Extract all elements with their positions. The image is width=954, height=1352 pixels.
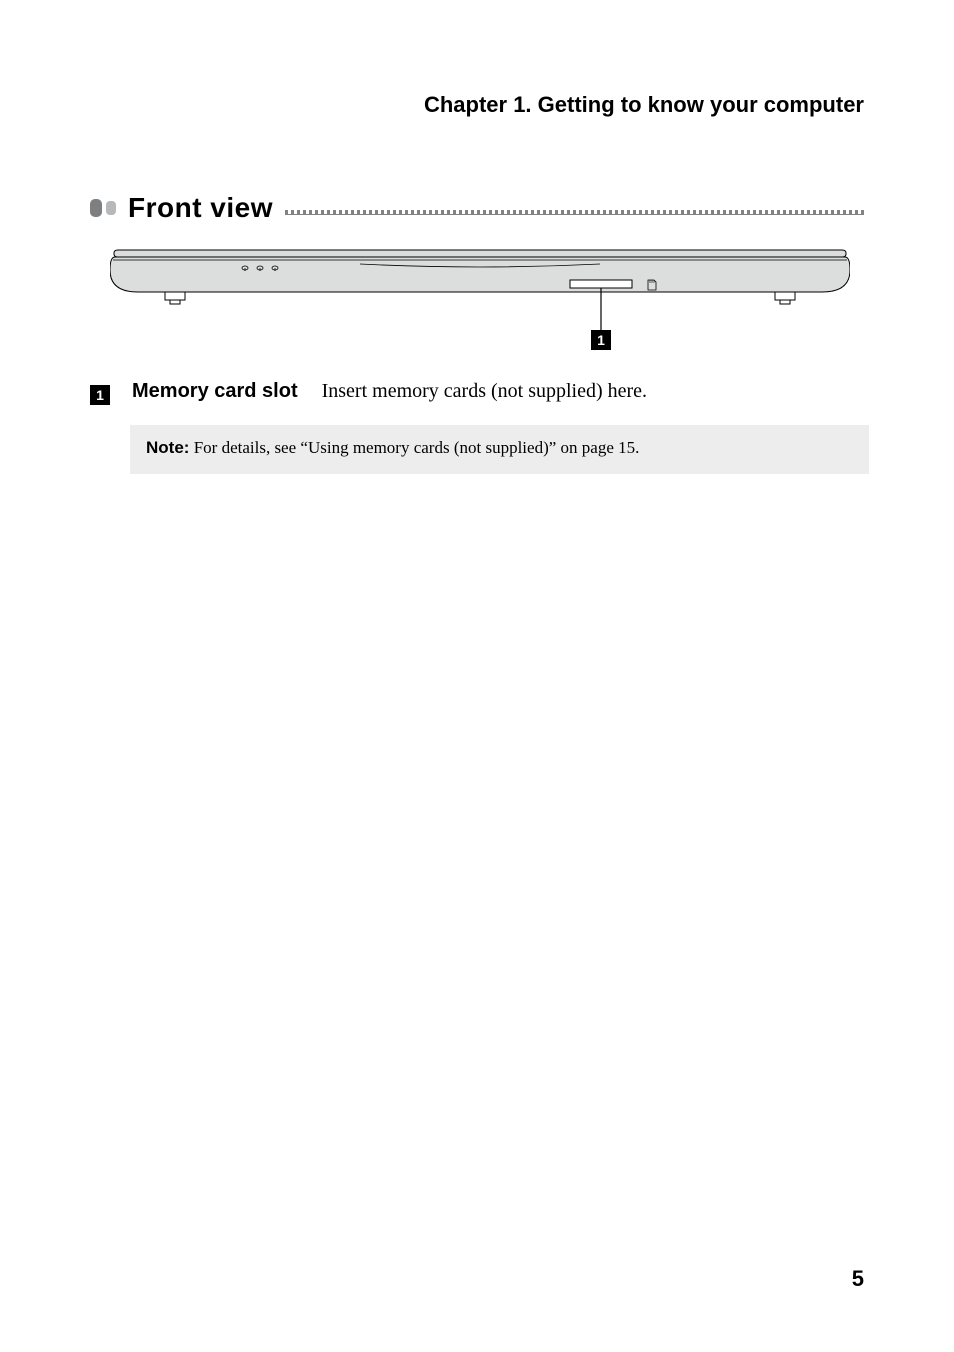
note-box: Note: For details, see “Using memory car… [130,425,869,474]
diagram-callout-number: 1 [597,332,605,348]
bullet-icon [106,201,116,215]
legend-callout-number: 1 [90,385,110,405]
heading-bullets [90,199,116,217]
chapter-header: Chapter 1. Getting to know your computer [0,92,864,118]
front-view-diagram: 1 [110,240,850,370]
legend-description: Insert memory cards (not supplied) here. [322,380,647,403]
legend-term: Memory card slot [132,380,298,403]
note-text: For details, see “Using memory cards (no… [194,438,640,457]
section-title: Front view [128,192,281,224]
section-heading-row: Front view [90,190,864,226]
manual-page: Chapter 1. Getting to know your computer… [0,0,954,1352]
laptop-front-svg: 1 [110,240,850,370]
note-label: Note: [146,438,189,457]
page-number: 5 [852,1266,864,1292]
section-rule [285,210,864,215]
legend-row: 1 Memory card slot Insert memory cards (… [90,380,864,403]
bullet-icon [90,199,102,217]
